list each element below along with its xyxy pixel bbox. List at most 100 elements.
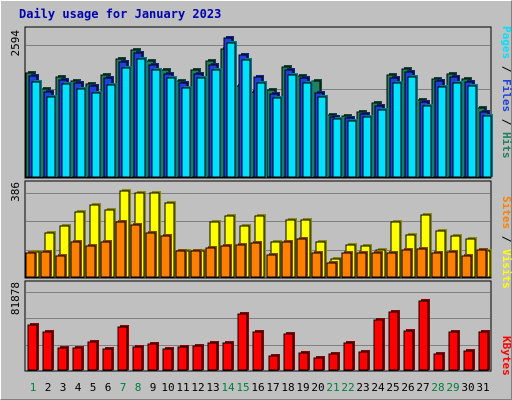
x-tick-label: 17 — [266, 381, 279, 394]
bar-face — [431, 252, 442, 278]
bar-face — [211, 69, 221, 178]
bar-face — [362, 116, 372, 178]
bar-sites — [85, 244, 97, 278]
bar-kbytes — [388, 310, 400, 371]
bar-kbytes — [207, 341, 219, 371]
bar-face — [328, 353, 339, 371]
bar-sites — [25, 251, 37, 278]
bars-group — [25, 189, 492, 278]
bar-face — [117, 326, 128, 371]
bar-kbytes — [87, 340, 99, 371]
x-tick-label: 16 — [251, 381, 264, 394]
bar-face — [145, 232, 156, 278]
bar-sites — [220, 244, 232, 278]
x-tick-label: 10 — [161, 381, 174, 394]
bar-face — [102, 348, 113, 371]
bar-sites — [356, 251, 368, 278]
bar-face — [313, 357, 324, 371]
bar-kbytes — [313, 356, 325, 371]
bar-pages — [226, 41, 237, 178]
bar-sites — [130, 223, 142, 278]
bar-face — [296, 238, 307, 278]
y-max-label: 2594 — [9, 30, 22, 57]
bar-pages — [362, 115, 373, 178]
bar-face — [461, 255, 472, 278]
bar-sites — [250, 241, 262, 278]
bar-face — [418, 300, 429, 371]
bar-pages — [181, 86, 192, 178]
bar-sites — [175, 249, 187, 278]
bar-face — [226, 42, 236, 178]
bar-face — [317, 96, 327, 178]
bar-face — [27, 324, 38, 371]
bar-face — [100, 241, 111, 278]
bar-face — [166, 77, 176, 178]
bar-face — [46, 96, 56, 178]
kbytes-panel: 81878 KBytes — [9, 280, 512, 376]
bar-pages — [151, 68, 162, 178]
bar-sites — [401, 248, 413, 278]
bar-pages — [347, 119, 358, 178]
bar-sites — [311, 251, 323, 278]
x-tick-label: 20 — [311, 381, 324, 394]
bar-face — [31, 81, 41, 178]
bar-sites — [190, 249, 202, 278]
bar-face — [311, 252, 322, 278]
bar-face — [250, 242, 261, 278]
x-tick-label: 1 — [30, 381, 37, 394]
bar-face — [326, 262, 337, 278]
bar-sites — [205, 246, 217, 278]
bar-face — [422, 105, 432, 178]
bar-face — [241, 59, 251, 178]
bar-face — [437, 86, 447, 178]
bar-face — [482, 115, 492, 178]
bar-pages — [211, 68, 222, 178]
bar-face — [175, 250, 186, 278]
bar-kbytes — [403, 329, 415, 371]
svg-text:KBytes: KBytes — [500, 336, 512, 376]
bar-face — [55, 255, 66, 278]
bar-face — [467, 85, 477, 178]
bar-face — [463, 350, 474, 371]
bar-face — [452, 82, 462, 178]
bar-face — [347, 120, 357, 178]
x-tick-label: 19 — [296, 381, 309, 394]
bar-face — [220, 245, 231, 278]
bar-sites — [266, 253, 278, 278]
bar-pages — [302, 81, 313, 178]
bar-kbytes — [298, 351, 310, 371]
bar-sites — [431, 251, 443, 278]
bar-pages — [332, 117, 343, 178]
x-tick-label: 23 — [356, 381, 369, 394]
y-max-label: 81878 — [9, 282, 22, 315]
x-tick-label: 29 — [446, 381, 459, 394]
bar-sites — [461, 254, 473, 278]
bar-face — [298, 352, 309, 371]
bar-face — [371, 252, 382, 278]
x-tick-label: 30 — [461, 381, 474, 394]
legend: Sites / Visits — [500, 196, 512, 289]
svg-text:Sites / Visits: Sites / Visits — [500, 196, 512, 289]
bar-pages — [317, 95, 328, 178]
bar-pages — [392, 81, 403, 178]
x-tick-label: 5 — [90, 381, 97, 394]
bar-pages — [437, 85, 448, 178]
y-max-label: 386 — [9, 182, 22, 202]
x-tick-label: 6 — [105, 381, 112, 394]
bar-sites — [281, 240, 293, 278]
bar-face — [162, 348, 173, 371]
bar-face — [207, 342, 218, 371]
x-tick-label: 9 — [150, 381, 157, 394]
bar-kbytes — [433, 352, 445, 371]
legend-hits: Hits — [500, 132, 512, 159]
bar-pages — [272, 96, 283, 178]
bar-sites — [70, 240, 82, 278]
bar-kbytes — [237, 312, 249, 371]
bar-pages — [467, 84, 478, 178]
x-tick-label: 8 — [135, 381, 142, 394]
bar-face — [132, 346, 143, 371]
bar-kbytes — [102, 347, 114, 371]
bar-pages — [452, 81, 463, 178]
bar-face — [332, 118, 342, 178]
